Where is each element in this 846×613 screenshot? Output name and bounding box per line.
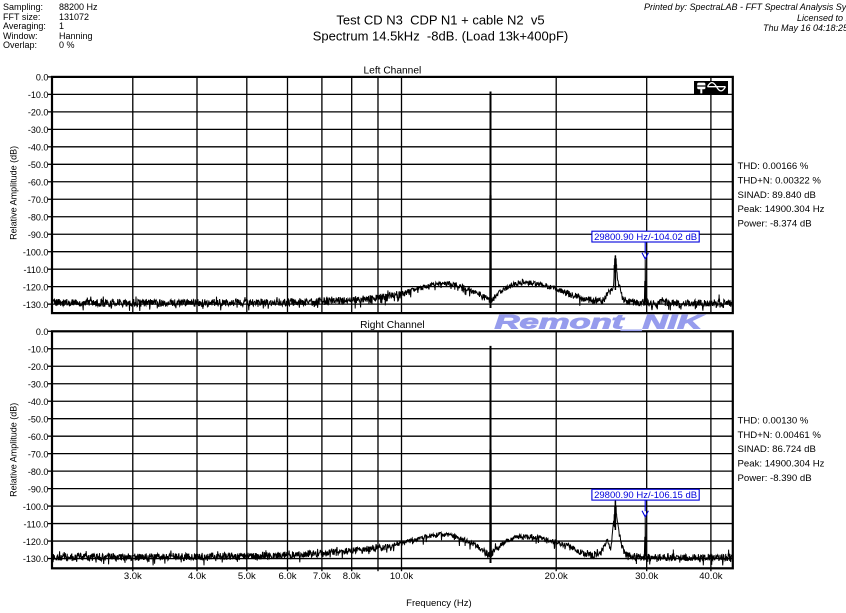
svg-text:-90.0: -90.0 [28,230,49,240]
svg-text:Remont_NIK: Remont_NIK [495,313,705,334]
svg-text:-50.0: -50.0 [28,414,49,424]
svg-text:THD: 0.00130 %: THD: 0.00130 % [738,415,809,426]
svg-text:0.0: 0.0 [36,73,49,83]
svg-text:30.0k: 30.0k [635,571,658,582]
svg-text:20.0k: 20.0k [545,571,568,582]
svg-text:SINAD: 86.724 dB: SINAD: 86.724 dB [738,444,816,455]
svg-text:Left Channel: Left Channel [364,66,422,77]
svg-text:THD+N: 0.00322 %: THD+N: 0.00322 % [738,175,822,186]
svg-text:-30.0: -30.0 [28,379,49,389]
svg-text:-110.0: -110.0 [24,265,49,275]
svg-text:Power: -8.374 dB: Power: -8.374 dB [738,219,812,230]
svg-text:Peak: 14900.304 Hz: Peak: 14900.304 Hz [738,204,825,215]
svg-text:-110.0: -110.0 [24,519,49,529]
svg-text:4.0k: 4.0k [188,571,206,582]
svg-text:Relative Amplitude (dB): Relative Amplitude (dB) [9,146,19,240]
svg-text:29800.90 Hz/-106.15 dB: 29800.90 Hz/-106.15 dB [594,489,697,500]
svg-text:-100.0: -100.0 [23,502,49,512]
svg-text:Frequency (Hz): Frequency (Hz) [406,598,471,609]
svg-text:0.0: 0.0 [36,327,49,337]
svg-text:Power: -8.390 dB: Power: -8.390 dB [738,473,812,484]
svg-text:-20.0: -20.0 [28,362,49,372]
svg-text:Right Channel: Right Channel [360,320,425,331]
svg-text:-10.0: -10.0 [28,90,49,100]
svg-text:6.0k: 6.0k [279,571,297,582]
svg-text:-10.0: -10.0 [28,345,49,355]
svg-text:-30.0: -30.0 [28,125,49,135]
svg-text:5.0k: 5.0k [238,571,256,582]
svg-text:-90.0: -90.0 [28,484,49,494]
svg-text:THD+N: 0.00461 %: THD+N: 0.00461 % [738,430,822,441]
svg-text:THD: 0.00166 %: THD: 0.00166 % [738,161,809,172]
svg-text:Test CD N3 CDP N1 + cable N2: Test CD N3 CDP N1 + cable N2 v5 [336,13,544,28]
svg-text:-100.0: -100.0 [23,247,49,257]
svg-text:-120.0: -120.0 [23,282,49,292]
svg-text:-130.0: -130.0 [23,300,49,310]
svg-text:-50.0: -50.0 [28,160,49,170]
svg-text:-120.0: -120.0 [23,537,49,547]
svg-text:29800.90 Hz/-104.02 dB: 29800.90 Hz/-104.02 dB [594,231,697,242]
svg-text:8.0k: 8.0k [343,571,361,582]
svg-text:-70.0: -70.0 [28,195,49,205]
svg-text:-60.0: -60.0 [28,178,49,188]
svg-text:7.0k: 7.0k [313,571,331,582]
svg-text:-60.0: -60.0 [28,432,49,442]
svg-text:-40.0: -40.0 [28,397,49,407]
svg-text:-80.0: -80.0 [28,212,49,222]
svg-text:40.0k: 40.0k [699,571,722,582]
svg-text:3.0k: 3.0k [124,571,142,582]
svg-text:-20.0: -20.0 [28,108,49,118]
svg-text:Spectrum 14.5kHz -8dB. (Load: Spectrum 14.5kHz -8dB. (Load 13k+400pF) [313,28,568,43]
svg-text:10.0k: 10.0k [390,571,413,582]
svg-text:Relative Amplitude (dB): Relative Amplitude (dB) [9,403,19,497]
svg-text:-40.0: -40.0 [28,143,49,153]
svg-text:Peak: 14900.304 Hz: Peak: 14900.304 Hz [738,459,825,470]
svg-text:SINAD: 89.840 dB: SINAD: 89.840 dB [738,190,816,201]
svg-text:-80.0: -80.0 [28,467,49,477]
svg-text:-70.0: -70.0 [28,449,49,459]
svg-text:-130.0: -130.0 [23,554,49,564]
